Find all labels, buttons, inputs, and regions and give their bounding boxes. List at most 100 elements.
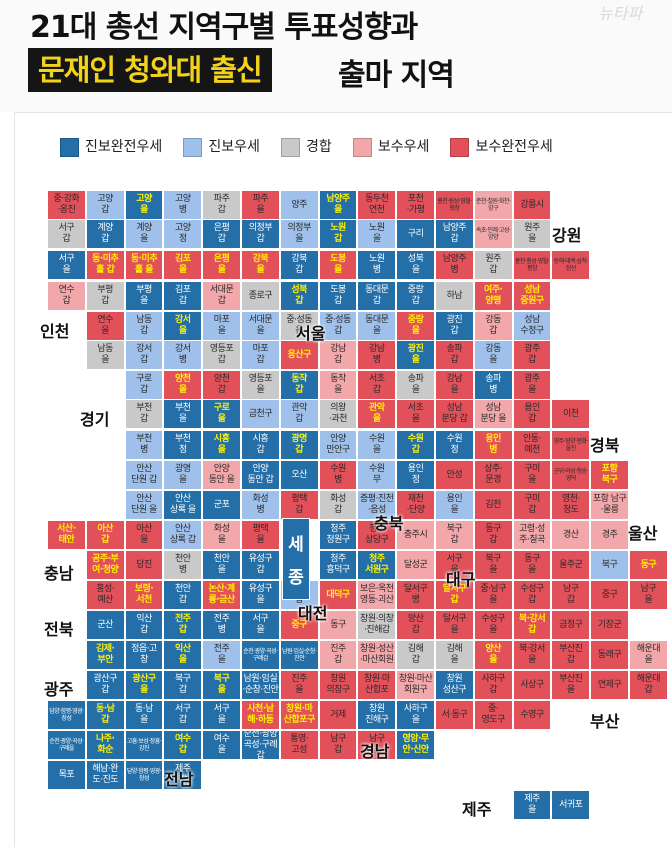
district-cell[interactable]: 구로 을 xyxy=(202,399,241,430)
district-cell[interactable]: 중·성동 갑 xyxy=(318,311,358,342)
district-cell[interactable]: 수원 갑 xyxy=(396,430,435,461)
district-cell[interactable]: 광주 갑 xyxy=(512,340,552,371)
district-cell[interactable]: 고흥·보성·장흥·강진 xyxy=(124,730,164,761)
district-cell[interactable]: 북·강서 갑 xyxy=(512,610,552,641)
district-cell[interactable]: 김포 갑 xyxy=(163,281,203,312)
district-cell[interactable]: 목포 xyxy=(47,760,86,791)
district-cell[interactable]: 용인 병 xyxy=(473,430,513,461)
district-cell[interactable]: 동대문 을 xyxy=(357,311,397,342)
district-cell[interactable]: 담양·함평·영광·장성 xyxy=(47,700,86,731)
district-cell[interactable]: 울주군 xyxy=(551,550,591,581)
district-cell[interactable]: 강동 을 xyxy=(473,340,513,371)
district-cell[interactable]: 동·남 을 xyxy=(124,700,164,731)
district-cell[interactable]: 담양·함평·영광·장성 xyxy=(124,760,164,791)
district-cell[interactable]: 안양 동안 을 xyxy=(202,460,241,491)
district-cell[interactable]: 서구 을 xyxy=(241,610,280,641)
district-cell[interactable]: 김포 을 xyxy=(163,250,203,281)
district-cell[interactable]: 사하구 갑 xyxy=(473,670,513,701)
district-cell[interactable]: 화성 갑 xyxy=(318,490,358,521)
district-cell[interactable]: 동·미추 홀 갑 xyxy=(85,250,125,281)
district-cell[interactable]: 시흥 을 xyxy=(202,430,241,461)
district-cell[interactable]: 동래구 xyxy=(590,640,629,671)
district-cell[interactable]: 양산 갑 xyxy=(396,610,435,641)
district-cell[interactable]: 중· 영도구 xyxy=(473,700,513,731)
district-cell[interactable]: 연수 을 xyxy=(85,311,125,342)
district-cell[interactable]: 안산 단원 을 xyxy=(124,490,164,521)
district-cell[interactable]: 천안 갑 xyxy=(163,580,203,611)
district-cell[interactable]: 도봉 을 xyxy=(318,250,358,281)
district-cell[interactable]: 해운대 갑 xyxy=(629,670,668,701)
district-cell[interactable]: 홍천·횡성·영월·평창 xyxy=(512,250,552,281)
district-cell[interactable]: 김천 xyxy=(473,490,513,521)
district-cell[interactable]: 당진 xyxy=(124,550,164,581)
district-cell[interactable]: 남양주 갑 xyxy=(435,219,474,250)
district-cell[interactable]: 의정부 을 xyxy=(279,219,319,250)
district-cell[interactable]: 수원 을 xyxy=(357,430,397,461)
district-cell[interactable]: 오산 xyxy=(279,460,319,491)
district-cell[interactable]: 수성구 갑 xyxy=(512,580,552,611)
district-cell[interactable]: 강북 갑 xyxy=(279,250,319,281)
district-cell[interactable]: 연제구 xyxy=(590,670,629,701)
district-cell[interactable]: 강서 갑 xyxy=(124,340,164,371)
district-cell[interactable]: 경산 xyxy=(551,520,591,551)
district-cell[interactable]: 영주·영양·봉화·울진 xyxy=(551,430,591,461)
district-cell[interactable]: 성남 수정구 xyxy=(512,311,552,342)
district-cell[interactable]: 성북 을 xyxy=(396,250,435,281)
district-cell[interactable]: 동대문 갑 xyxy=(357,281,397,312)
district-cell[interactable]: 여수 갑 xyxy=(163,730,203,761)
district-cell[interactable]: 파주 을 xyxy=(241,190,280,221)
district-cell[interactable]: 중·성동 을 xyxy=(279,311,319,342)
district-cell[interactable]: 남구 갑 xyxy=(551,580,591,611)
district-cell[interactable]: 노원 을 xyxy=(357,219,397,250)
district-cell[interactable]: 구리 xyxy=(396,219,435,250)
district-cell[interactable]: 순천·광양 곡성·구례갑 xyxy=(241,730,280,761)
district-cell[interactable]: 동작 갑 xyxy=(279,370,319,401)
district-cell[interactable]: 강남 갑 xyxy=(318,340,358,371)
district-cell[interactable]: 금천구 xyxy=(241,399,280,430)
district-cell[interactable]: 고령·성 주·칠곡 xyxy=(512,520,552,551)
district-cell[interactable]: 익산 을 xyxy=(163,640,203,671)
district-cell[interactable]: 포항 북구 xyxy=(590,460,629,491)
district-cell[interactable]: 부천 정 xyxy=(163,430,203,461)
district-cell[interactable]: 순천·광양·곡성·구례을 xyxy=(47,730,86,761)
district-cell[interactable]: 서초 을 xyxy=(396,399,435,430)
district-cell[interactable]: 달서구 병 xyxy=(396,580,435,611)
district-cell[interactable]: 서구 갑 xyxy=(163,700,203,731)
district-cell[interactable]: 의정부 갑 xyxy=(241,219,280,250)
district-cell[interactable]: 북구 을 xyxy=(473,550,513,581)
district-cell[interactable]: 거제 xyxy=(318,700,358,731)
district-cell[interactable]: 북구 xyxy=(590,550,629,581)
district-cell[interactable]: 관악 갑 xyxy=(279,399,319,430)
district-cell[interactable]: 달서구 갑 xyxy=(435,580,474,611)
district-cell[interactable]: 은평 갑 xyxy=(202,219,241,250)
district-cell[interactable]: 파주 갑 xyxy=(202,190,241,221)
district-cell[interactable]: 서초 갑 xyxy=(357,370,397,401)
district-cell[interactable]: 부산진 을 xyxy=(551,670,591,701)
district-cell[interactable]: 동구 xyxy=(629,550,668,581)
district-cell[interactable]: 증평·진천 ·음성 xyxy=(357,490,397,521)
district-cell[interactable]: 광주 을 xyxy=(512,370,552,401)
district-cell[interactable]: 김해 갑 xyxy=(396,640,435,671)
district-cell[interactable]: 남양주 병 xyxy=(435,250,474,281)
district-cell[interactable]: 전주 을 xyxy=(202,640,241,671)
district-cell[interactable]: 노원 갑 xyxy=(318,219,358,250)
district-cell[interactable]: 사하구 을 xyxy=(396,700,435,731)
district-cell[interactable]: 부천 병 xyxy=(124,430,164,461)
sejong-district[interactable]: 세 종 xyxy=(282,518,310,600)
district-cell[interactable]: 성남 분당 을 xyxy=(473,399,513,430)
district-cell[interactable]: 강릉시 xyxy=(512,190,552,221)
district-cell[interactable]: 달서구 을 xyxy=(435,610,474,641)
district-cell[interactable]: 남구 을 xyxy=(357,730,397,761)
district-cell[interactable]: 보은·옥천 영동·괴산 xyxy=(357,580,397,611)
district-cell[interactable]: 중·남구 을 xyxy=(473,580,513,611)
district-cell[interactable]: 북·강서 을 xyxy=(512,640,552,671)
district-cell[interactable]: 동구 갑 xyxy=(473,520,513,551)
district-cell[interactable]: 양천 갑 xyxy=(202,370,241,401)
district-cell[interactable]: 청주 상당구 xyxy=(357,520,397,551)
district-cell[interactable]: 북구 을 xyxy=(202,670,241,701)
district-cell[interactable]: 부천 을 xyxy=(163,399,203,430)
district-cell[interactable]: 보령· 서천 xyxy=(124,580,164,611)
district-cell[interactable]: 진주 을 xyxy=(279,670,319,701)
district-cell[interactable]: 창원 진해구 xyxy=(357,700,397,731)
district-cell[interactable]: 김해 을 xyxy=(435,640,474,671)
